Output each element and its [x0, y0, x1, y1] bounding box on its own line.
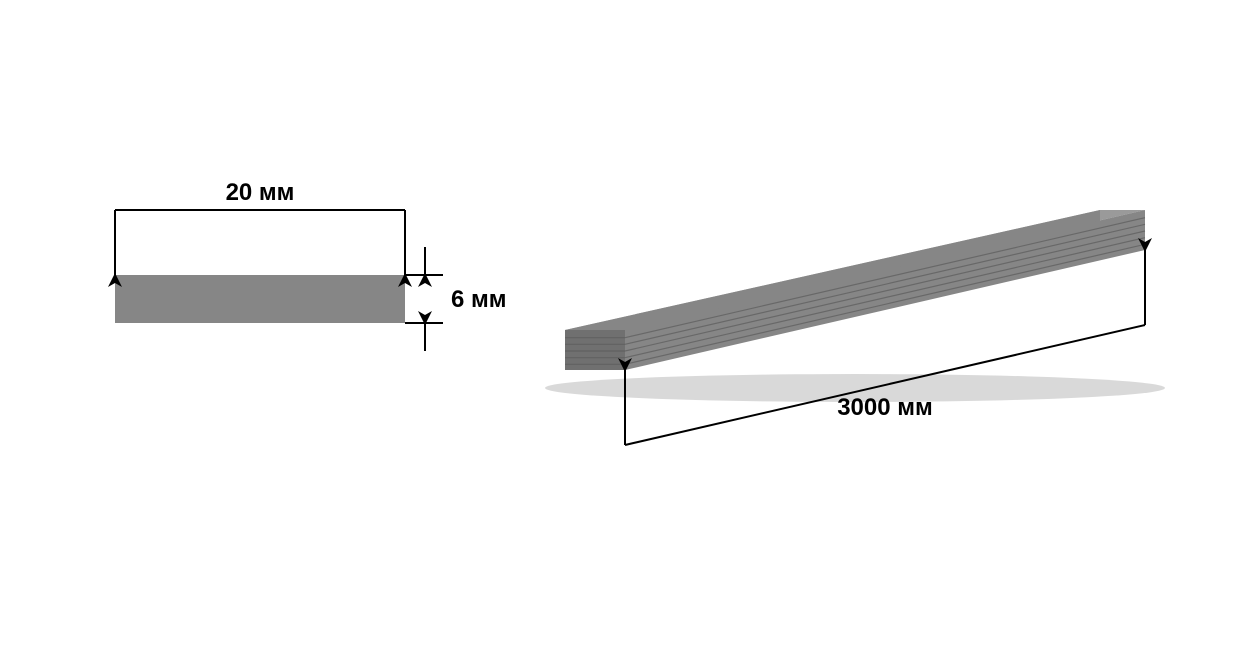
bar-ridge: [625, 231, 1145, 351]
height-label: 6 мм: [451, 286, 507, 313]
width-label: 20 мм: [226, 179, 295, 206]
bar-ridge: [625, 238, 1145, 358]
length-label: 3000 мм: [837, 394, 933, 421]
bar-ridge: [625, 218, 1145, 338]
diagram-canvas: 20 мм 6 мм 3000 мм: [0, 0, 1240, 660]
cross-section-rect: [115, 275, 405, 323]
bar-ridge: [625, 224, 1145, 344]
